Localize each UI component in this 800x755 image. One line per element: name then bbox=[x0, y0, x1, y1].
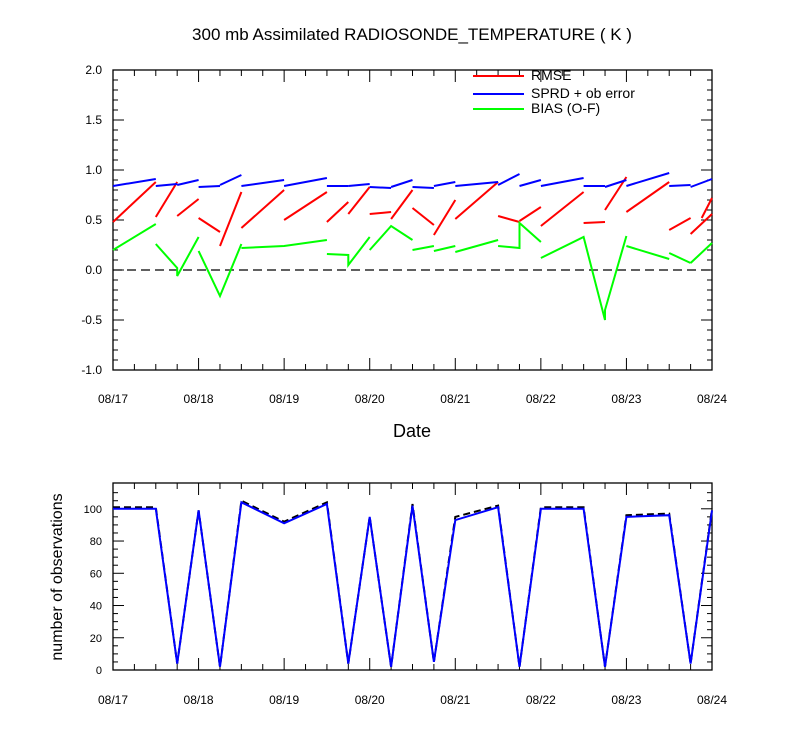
series-line-segment bbox=[455, 181, 499, 187]
series-line-segment bbox=[112, 223, 157, 251]
series-line-segment bbox=[368, 224, 414, 251]
series-line-segment bbox=[540, 177, 584, 187]
series-line-segment bbox=[390, 189, 414, 220]
series-line-segment bbox=[112, 181, 157, 223]
x-tick-label: 08/24 bbox=[697, 693, 727, 707]
series-line-segment bbox=[176, 179, 199, 186]
x-tick-label: 08/22 bbox=[526, 392, 556, 406]
y-tick-label: -1.0 bbox=[81, 363, 102, 377]
x-axis-label: Date bbox=[393, 421, 431, 441]
series-line-segment bbox=[241, 179, 285, 187]
series-line-segment bbox=[348, 183, 370, 187]
y-tick-label: 0.5 bbox=[85, 213, 102, 227]
x-tick-label: 08/19 bbox=[269, 693, 299, 707]
legend-entry: RMSE bbox=[531, 67, 571, 83]
series-line-segment bbox=[626, 172, 670, 187]
x-tick-label: 08/19 bbox=[269, 392, 299, 406]
series-line-segment bbox=[689, 242, 713, 264]
series-line-segment bbox=[455, 239, 499, 253]
x-tick-label: 08/18 bbox=[184, 693, 214, 707]
y-tick-label: 20 bbox=[90, 633, 102, 645]
y-axis-label-bottom: number of observations bbox=[49, 493, 66, 660]
series-line-segment bbox=[497, 173, 520, 186]
series-line-segment bbox=[283, 191, 328, 221]
y-tick-label: 40 bbox=[90, 601, 102, 613]
x-tick-label: 08/21 bbox=[440, 392, 470, 406]
series-line-segment bbox=[198, 217, 221, 233]
series-line-segment bbox=[155, 183, 178, 187]
x-tick-label: 08/23 bbox=[611, 693, 641, 707]
series-line-segment bbox=[390, 179, 413, 188]
series-line-segment bbox=[454, 181, 499, 220]
series-line-segment bbox=[540, 235, 628, 321]
series-line-segment bbox=[412, 245, 435, 251]
series-line-segment bbox=[433, 181, 456, 187]
x-tick-label: 08/22 bbox=[526, 693, 556, 707]
series-line-segment bbox=[155, 236, 200, 277]
y-tick-label: 2.0 bbox=[85, 63, 102, 77]
legend-entry: SPRD + ob error bbox=[531, 85, 635, 101]
series-line-segment bbox=[219, 191, 243, 247]
series-line-segment bbox=[154, 181, 179, 218]
y-tick-label: 0 bbox=[96, 665, 102, 677]
series-line-segment bbox=[689, 213, 713, 235]
y-tick-label: 1.0 bbox=[85, 163, 102, 177]
chart-title: 300 mb Assimilated RADIOSONDE_TEMPERATUR… bbox=[192, 25, 632, 44]
series-line-segment bbox=[369, 211, 392, 215]
series-line-segment bbox=[241, 239, 328, 249]
series-line-segment bbox=[198, 185, 221, 188]
series-line-segment bbox=[604, 176, 628, 211]
x-tick-label: 08/18 bbox=[184, 392, 214, 406]
y-tick-label: 60 bbox=[90, 568, 102, 580]
series-line-segment bbox=[197, 243, 243, 299]
x-tick-label: 08/20 bbox=[355, 693, 385, 707]
series-line-segment bbox=[433, 245, 456, 252]
series-line-segment bbox=[669, 184, 691, 187]
x-tick-label: 08/17 bbox=[98, 392, 128, 406]
y-tick-label: 100 bbox=[84, 504, 102, 516]
series-line-segment bbox=[668, 252, 692, 264]
series-line-segment bbox=[498, 220, 542, 250]
series-line-segment bbox=[668, 217, 692, 231]
series-rmse bbox=[112, 176, 713, 247]
series-line-segment bbox=[411, 207, 435, 226]
series-line-segment bbox=[369, 186, 392, 189]
series-line-segment bbox=[176, 198, 200, 217]
obs-series-total bbox=[113, 499, 713, 667]
series-line-segment bbox=[690, 178, 713, 188]
series-line-segment bbox=[497, 215, 520, 223]
series-line-segment bbox=[326, 236, 371, 268]
series-line-segment bbox=[112, 178, 156, 187]
legend-entry: BIAS (O-F) bbox=[531, 100, 600, 116]
x-tick-label: 08/20 bbox=[355, 392, 385, 406]
x-tick-label: 08/21 bbox=[440, 693, 470, 707]
x-tick-label: 08/17 bbox=[98, 693, 128, 707]
y-tick-label: 80 bbox=[90, 536, 102, 548]
series-line-segment bbox=[626, 245, 670, 260]
series-line-segment bbox=[518, 206, 542, 222]
y-tick-label: 0.0 bbox=[85, 263, 102, 277]
series-line-segment bbox=[433, 199, 457, 236]
series-line-segment bbox=[240, 189, 285, 229]
series-line-segment bbox=[412, 186, 434, 189]
series-line-segment bbox=[283, 177, 328, 187]
series-line-segment bbox=[347, 186, 371, 215]
series-line-segment bbox=[700, 197, 713, 219]
series-line-segment bbox=[326, 201, 349, 223]
y-tick-label: 1.5 bbox=[85, 113, 102, 127]
series-line-segment bbox=[219, 174, 242, 186]
series-line-segment bbox=[540, 191, 585, 227]
y-tick-label: -0.5 bbox=[81, 313, 102, 327]
series-line-segment bbox=[604, 179, 627, 188]
series-sprd-ob-error bbox=[112, 172, 713, 189]
series-line-segment bbox=[625, 181, 670, 213]
series-line-segment bbox=[519, 179, 542, 187]
series-bias-o-f bbox=[112, 220, 713, 321]
x-tick-label: 08/23 bbox=[611, 392, 641, 406]
series-line-segment bbox=[583, 221, 606, 224]
obs-series-assimilated bbox=[113, 500, 713, 667]
x-tick-label: 08/24 bbox=[697, 392, 727, 406]
